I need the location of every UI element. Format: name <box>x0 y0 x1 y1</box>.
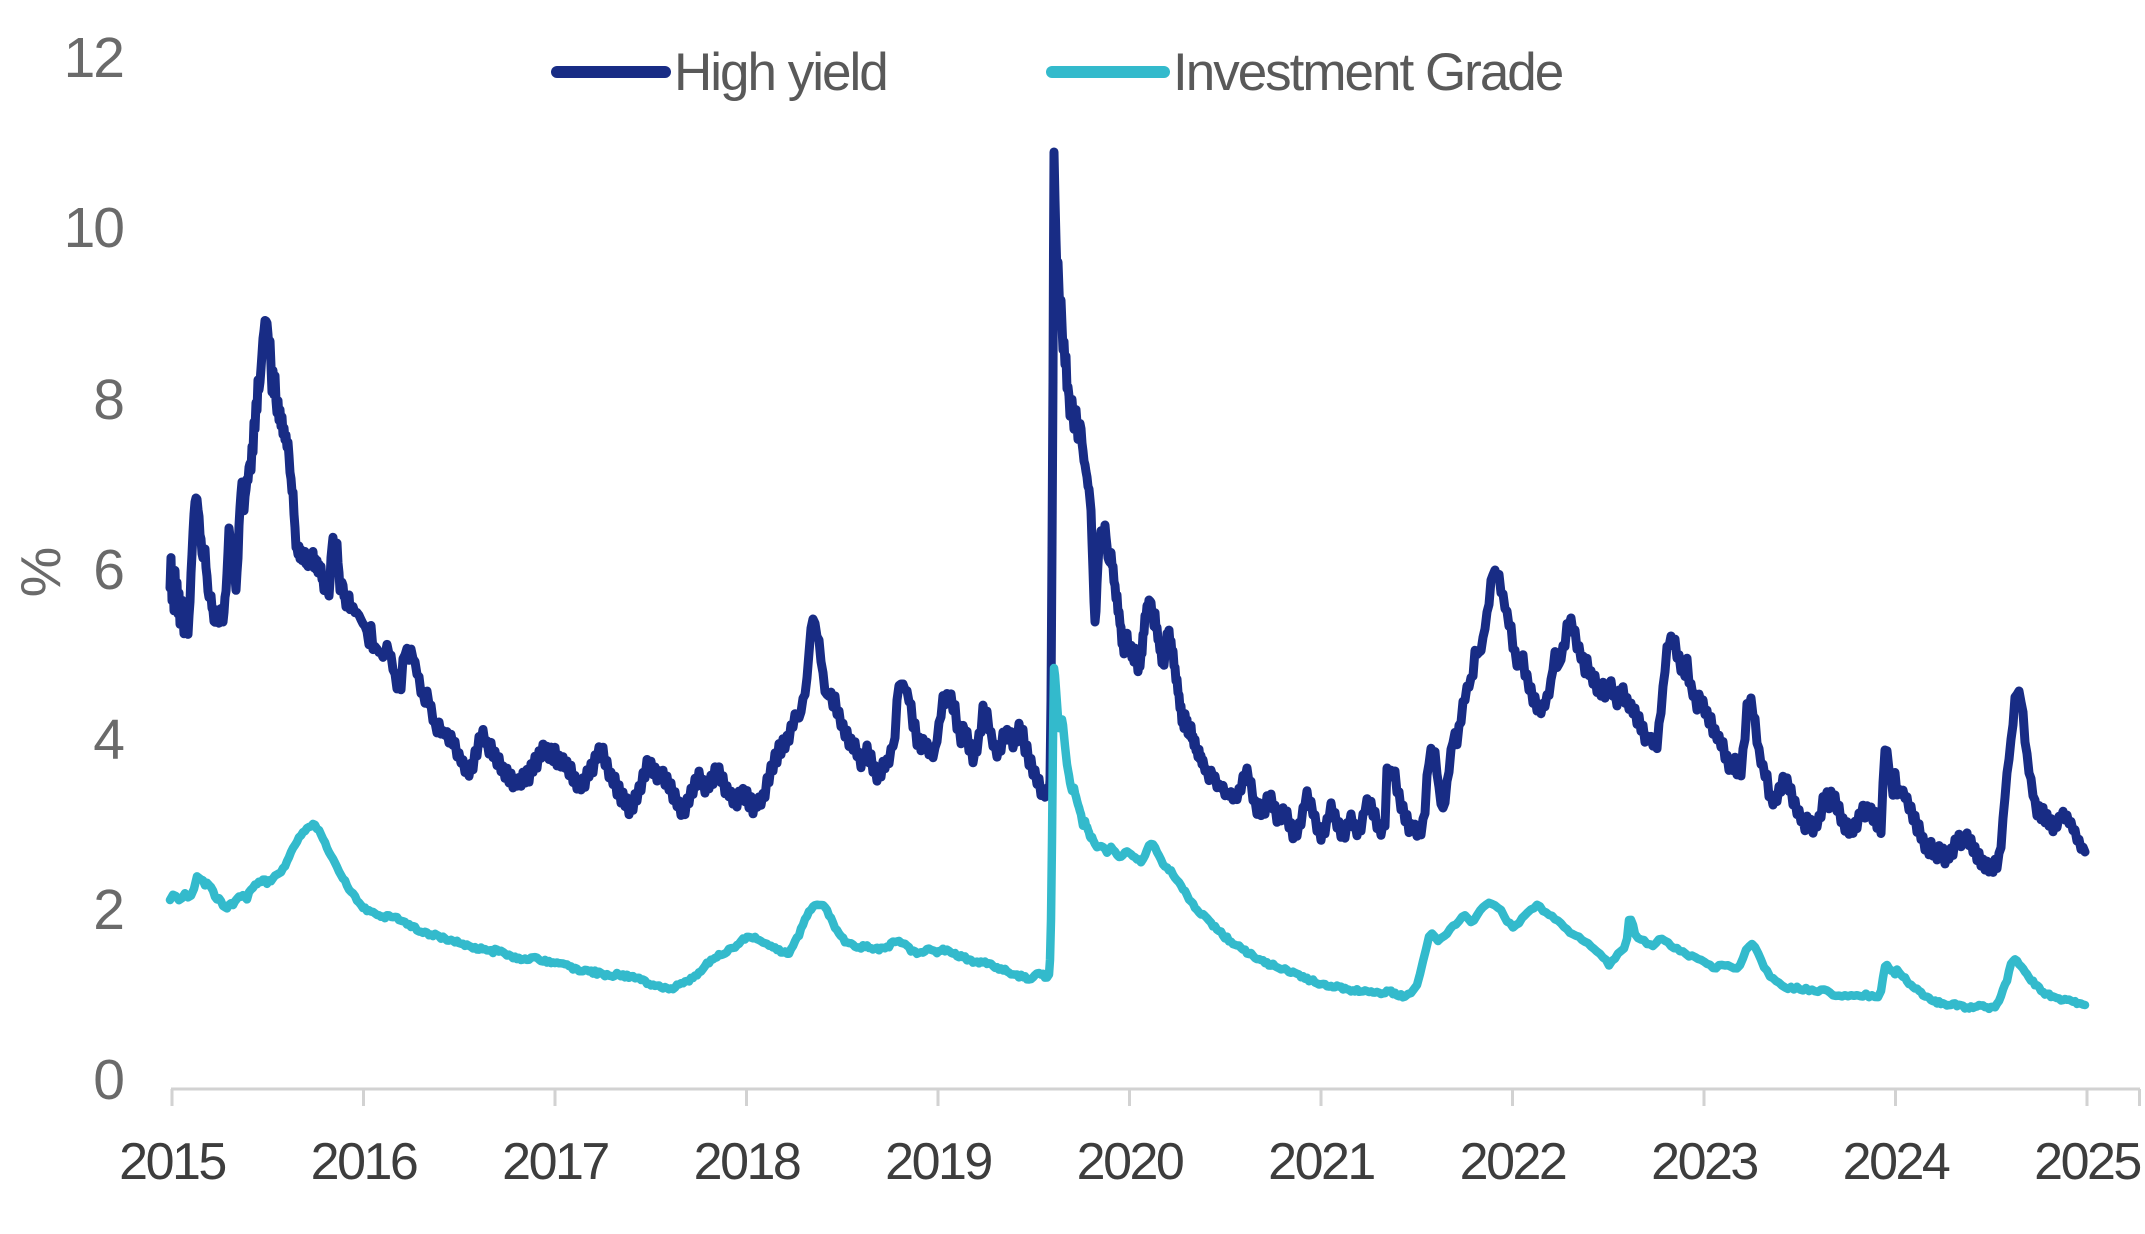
svg-text:High yield: High yield <box>674 43 887 102</box>
svg-text:Investment Grade: Investment Grade <box>1173 43 1563 102</box>
svg-text:10: 10 <box>64 196 124 260</box>
svg-text:0: 0 <box>93 1048 123 1112</box>
svg-text:%: % <box>9 548 73 597</box>
svg-text:2025: 2025 <box>2034 1133 2140 1191</box>
svg-text:2019: 2019 <box>885 1133 991 1191</box>
svg-text:2024: 2024 <box>1843 1133 1950 1191</box>
svg-text:2020: 2020 <box>1077 1133 1183 1191</box>
svg-text:2023: 2023 <box>1651 1133 1757 1191</box>
svg-text:2017: 2017 <box>502 1133 608 1191</box>
svg-text:2022: 2022 <box>1460 1133 1566 1191</box>
svg-text:2016: 2016 <box>311 1133 417 1191</box>
svg-text:6: 6 <box>93 538 123 602</box>
svg-text:2018: 2018 <box>694 1133 800 1191</box>
svg-text:2015: 2015 <box>119 1133 225 1191</box>
svg-text:12: 12 <box>64 26 123 90</box>
svg-text:8: 8 <box>93 368 123 432</box>
svg-text:2: 2 <box>93 878 123 942</box>
svg-text:2021: 2021 <box>1268 1133 1374 1191</box>
svg-text:4: 4 <box>93 708 124 772</box>
